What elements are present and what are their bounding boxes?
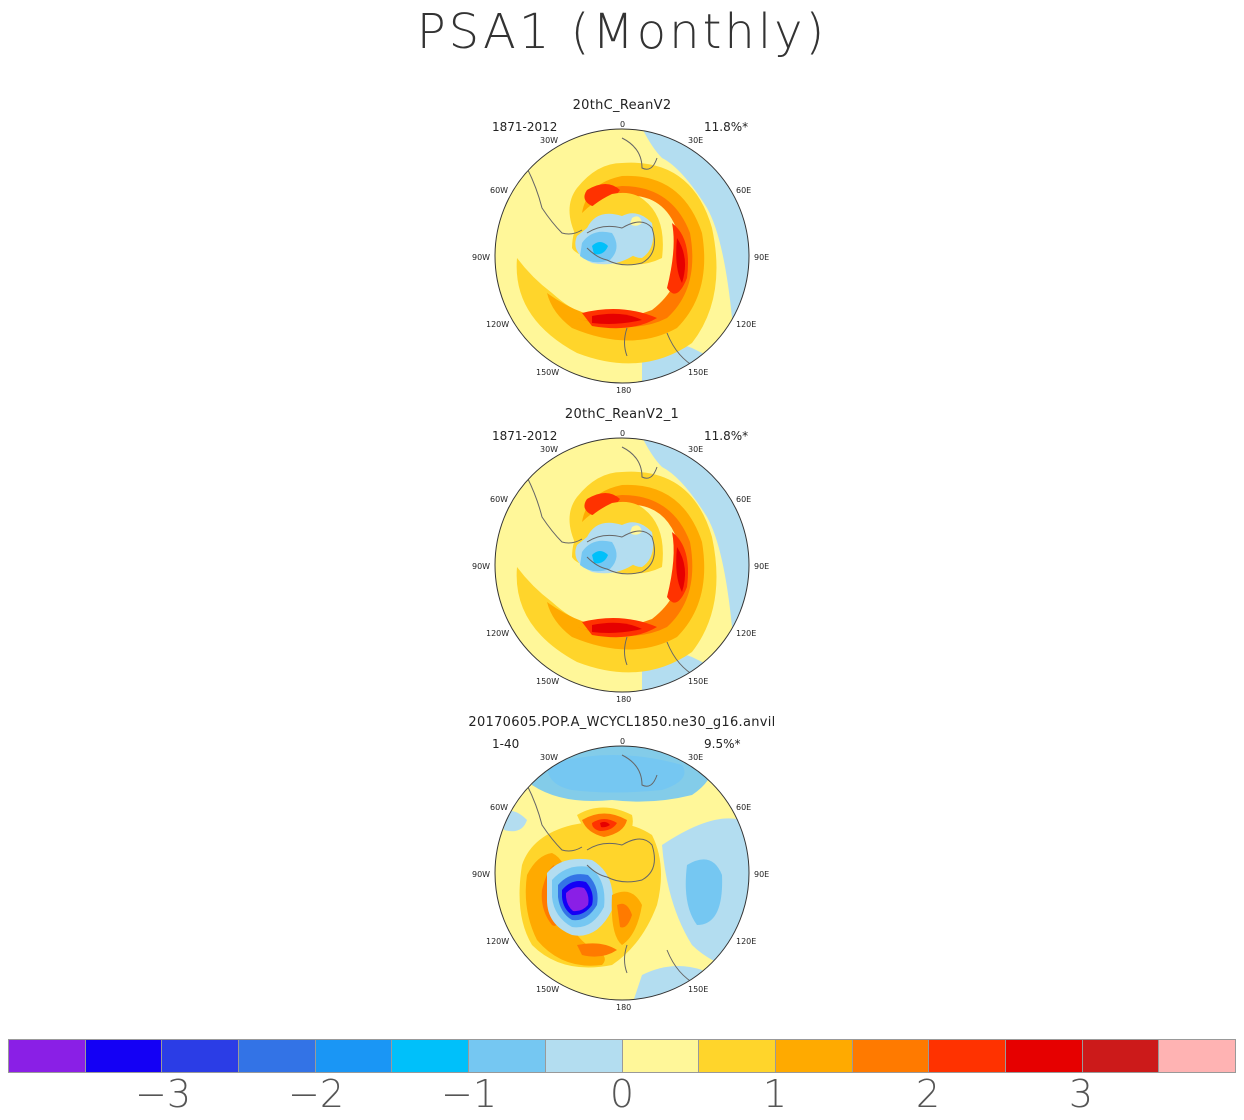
panel-variance: 9.5%*	[704, 737, 741, 751]
colorbar-box-14	[1082, 1040, 1160, 1072]
lon-label-0: 0	[620, 120, 626, 129]
colorbar-box-0	[9, 1040, 86, 1072]
colorbar-box-15	[1159, 1040, 1235, 1072]
colorbar-box-3	[239, 1040, 316, 1072]
colorbar-box-13	[1005, 1040, 1083, 1072]
colorbar-box-11	[852, 1040, 930, 1072]
colorbar-box-10	[775, 1040, 853, 1072]
colorbar-label-2: 2	[915, 1072, 941, 1116]
colorbar-label-1: 1	[762, 1072, 788, 1116]
lon-label-0: 0	[620, 429, 626, 438]
colorbar-label-3: 3	[1068, 1072, 1094, 1116]
lon-label-90e: 90E	[754, 253, 770, 262]
lon-label-60e: 60E	[736, 803, 752, 812]
panel-title: 20170605.POP.A_WCYCL1850.ne30_g16.anvil	[468, 715, 776, 730]
map-panel-1: 20thC_ReanV2 1871-2012 11.8%*	[440, 98, 804, 398]
colorbar-box-1	[85, 1040, 163, 1072]
lon-label-120e: 120E	[736, 937, 757, 946]
lon-label-120e: 120E	[736, 629, 757, 638]
colorbar-label-neg3: −3	[134, 1072, 192, 1116]
colorbar-box-9	[699, 1040, 776, 1072]
colorbar-box-5	[392, 1040, 470, 1072]
lon-label-60w: 60W	[490, 186, 509, 195]
lon-label-60e: 60E	[736, 495, 752, 504]
lon-label-60e: 60E	[736, 186, 752, 195]
lon-label-30w: 30W	[540, 136, 559, 145]
figure-title: PSA1 (Monthly)	[416, 4, 828, 60]
lon-label-150e: 150E	[688, 368, 709, 377]
panel-title: 20thC_ReanV2	[572, 98, 672, 113]
lon-label-150e: 150E	[688, 985, 709, 994]
colorbar-box-8	[622, 1040, 700, 1072]
lon-label-150w: 150W	[536, 368, 560, 377]
lon-label-0: 0	[620, 737, 626, 746]
panel-variance: 11.8%*	[704, 429, 749, 443]
lon-label-60w: 60W	[490, 803, 509, 812]
polar-map	[494, 745, 750, 1001]
colorbar-label-0: 0	[609, 1072, 635, 1116]
lon-label-180: 180	[616, 695, 632, 704]
lon-label-30e: 30E	[688, 445, 704, 454]
lon-label-30w: 30W	[540, 445, 559, 454]
lon-label-150w: 150W	[536, 677, 560, 686]
panel-period: 1-40	[492, 737, 520, 751]
panel-title: 20thC_ReanV2_1	[564, 407, 680, 422]
lon-label-90w: 90W	[472, 870, 491, 879]
lon-label-120w: 120W	[486, 629, 510, 638]
map-panel-2: 20thC_ReanV2_1 1871-2012 11.8%*	[440, 407, 804, 707]
panel-variance: 11.8%*	[704, 120, 749, 134]
lon-label-30e: 30E	[688, 136, 704, 145]
polar-map	[494, 128, 750, 384]
lon-label-90w: 90W	[472, 253, 491, 262]
lon-label-150e: 150E	[688, 677, 709, 686]
polar-map	[494, 437, 750, 693]
lon-label-180: 180	[616, 1003, 632, 1012]
colorbar-box-4	[315, 1040, 393, 1072]
colorbar-label-neg1: −1	[440, 1072, 498, 1116]
colorbar-box-12	[929, 1040, 1006, 1072]
lon-label-90w: 90W	[472, 562, 491, 571]
colorbar	[8, 1039, 1236, 1073]
lon-label-150w: 150W	[536, 985, 560, 994]
lon-label-180: 180	[616, 386, 632, 395]
panel-period: 1871-2012	[492, 120, 558, 134]
lon-label-90e: 90E	[754, 562, 770, 571]
colorbar-box-7	[545, 1040, 623, 1072]
lon-label-30e: 30E	[688, 753, 704, 762]
lon-label-120e: 120E	[736, 320, 757, 329]
lon-label-90e: 90E	[754, 870, 770, 879]
lon-label-30w: 30W	[540, 753, 559, 762]
colorbar-box-2	[162, 1040, 240, 1072]
colorbar-box-6	[469, 1040, 546, 1072]
lon-label-120w: 120W	[486, 320, 510, 329]
map-panel-3: 20170605.POP.A_WCYCL1850.ne30_g16.anvil …	[440, 715, 804, 1015]
colorbar-label-neg2: −2	[287, 1072, 345, 1116]
panel-period: 1871-2012	[492, 429, 558, 443]
lon-label-60w: 60W	[490, 495, 509, 504]
lon-label-120w: 120W	[486, 937, 510, 946]
